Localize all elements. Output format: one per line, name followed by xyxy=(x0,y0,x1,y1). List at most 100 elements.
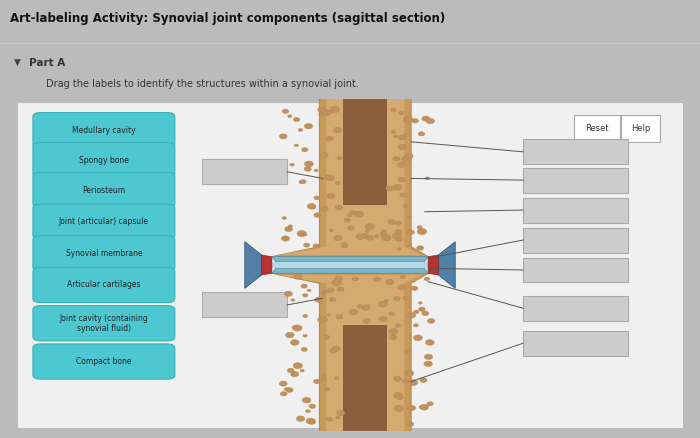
Ellipse shape xyxy=(306,410,310,413)
Ellipse shape xyxy=(365,224,375,230)
Ellipse shape xyxy=(362,305,370,310)
Ellipse shape xyxy=(288,115,292,118)
Ellipse shape xyxy=(314,169,318,172)
FancyBboxPatch shape xyxy=(574,115,620,142)
Ellipse shape xyxy=(395,324,400,327)
Ellipse shape xyxy=(290,340,299,345)
Ellipse shape xyxy=(322,374,326,377)
Ellipse shape xyxy=(409,380,418,385)
Ellipse shape xyxy=(337,287,344,291)
Ellipse shape xyxy=(294,274,302,279)
Ellipse shape xyxy=(418,132,425,136)
Ellipse shape xyxy=(279,381,287,386)
Ellipse shape xyxy=(363,318,370,323)
Ellipse shape xyxy=(398,162,406,167)
FancyBboxPatch shape xyxy=(523,228,629,252)
FancyBboxPatch shape xyxy=(33,173,175,208)
Ellipse shape xyxy=(405,350,409,353)
Ellipse shape xyxy=(286,332,294,338)
Ellipse shape xyxy=(321,292,326,295)
Ellipse shape xyxy=(382,230,386,233)
Ellipse shape xyxy=(293,117,300,122)
Ellipse shape xyxy=(398,135,406,140)
FancyBboxPatch shape xyxy=(523,139,629,164)
Ellipse shape xyxy=(335,276,342,281)
Ellipse shape xyxy=(395,237,402,242)
FancyBboxPatch shape xyxy=(202,293,287,318)
Ellipse shape xyxy=(393,184,402,190)
Ellipse shape xyxy=(302,397,311,403)
Ellipse shape xyxy=(427,402,433,406)
Ellipse shape xyxy=(378,301,388,307)
Ellipse shape xyxy=(322,110,331,116)
Polygon shape xyxy=(262,255,272,275)
Ellipse shape xyxy=(327,314,331,316)
Ellipse shape xyxy=(284,291,293,297)
FancyBboxPatch shape xyxy=(18,102,682,428)
Polygon shape xyxy=(279,275,421,431)
Ellipse shape xyxy=(407,244,412,247)
Ellipse shape xyxy=(367,235,374,240)
Text: Compact bone: Compact bone xyxy=(76,357,132,366)
Ellipse shape xyxy=(309,420,316,424)
Ellipse shape xyxy=(400,275,405,279)
Ellipse shape xyxy=(391,131,395,134)
Ellipse shape xyxy=(405,370,414,376)
Text: Reset: Reset xyxy=(585,124,609,133)
Polygon shape xyxy=(272,268,428,273)
Ellipse shape xyxy=(313,244,320,248)
FancyBboxPatch shape xyxy=(33,306,175,341)
Ellipse shape xyxy=(344,218,351,222)
Ellipse shape xyxy=(398,111,403,115)
Ellipse shape xyxy=(330,297,336,302)
Ellipse shape xyxy=(393,297,400,301)
Ellipse shape xyxy=(420,378,427,382)
Ellipse shape xyxy=(293,363,302,369)
Ellipse shape xyxy=(348,226,354,230)
Ellipse shape xyxy=(288,225,293,227)
Ellipse shape xyxy=(316,298,320,300)
Ellipse shape xyxy=(335,416,340,419)
Text: Spongy bone: Spongy bone xyxy=(79,155,129,165)
Ellipse shape xyxy=(286,388,293,392)
Ellipse shape xyxy=(400,193,405,197)
Ellipse shape xyxy=(300,180,306,184)
Ellipse shape xyxy=(330,349,337,353)
Text: Synovial membrane: Synovial membrane xyxy=(66,249,142,258)
FancyBboxPatch shape xyxy=(523,168,629,193)
Ellipse shape xyxy=(290,163,294,166)
Ellipse shape xyxy=(337,156,342,160)
Ellipse shape xyxy=(294,144,298,147)
FancyBboxPatch shape xyxy=(523,258,629,283)
FancyBboxPatch shape xyxy=(523,331,629,356)
Ellipse shape xyxy=(407,230,414,235)
FancyBboxPatch shape xyxy=(202,159,287,184)
Ellipse shape xyxy=(382,235,391,241)
Text: Medullary cavity: Medullary cavity xyxy=(72,126,136,134)
Ellipse shape xyxy=(380,232,386,236)
Ellipse shape xyxy=(384,299,388,302)
Polygon shape xyxy=(343,99,387,205)
Ellipse shape xyxy=(403,119,408,122)
Ellipse shape xyxy=(428,318,435,323)
Ellipse shape xyxy=(422,311,429,316)
Ellipse shape xyxy=(309,404,316,409)
Ellipse shape xyxy=(413,324,419,327)
Text: Joint (articular) capsule: Joint (articular) capsule xyxy=(59,217,149,226)
Ellipse shape xyxy=(393,392,402,399)
Ellipse shape xyxy=(374,235,379,238)
Ellipse shape xyxy=(334,237,338,240)
Ellipse shape xyxy=(397,247,402,251)
Ellipse shape xyxy=(405,153,413,159)
Ellipse shape xyxy=(352,277,358,281)
Ellipse shape xyxy=(285,226,293,232)
Ellipse shape xyxy=(417,229,427,235)
Ellipse shape xyxy=(424,354,433,360)
Ellipse shape xyxy=(314,213,321,218)
Ellipse shape xyxy=(314,196,320,200)
Ellipse shape xyxy=(318,107,326,113)
Ellipse shape xyxy=(335,205,343,210)
Ellipse shape xyxy=(426,118,435,124)
Text: Periosteum: Periosteum xyxy=(83,186,125,194)
Ellipse shape xyxy=(414,335,422,341)
